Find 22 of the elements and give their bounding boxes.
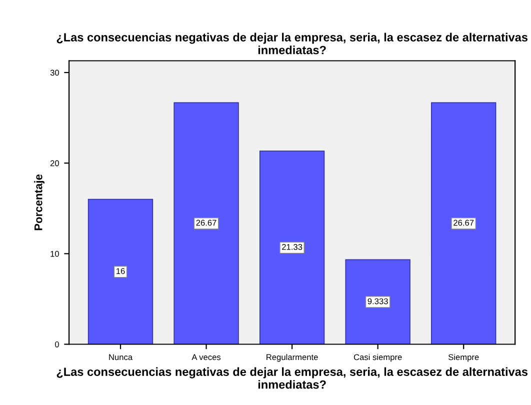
chart-title: ¿Las consecuencias negativas de dejar la empresa, seria, la escasez de alternativas inmediatas? xyxy=(56,32,528,54)
data-label: 9.333 xyxy=(368,298,388,304)
y-tick-label: 30 xyxy=(50,70,59,76)
y-tick-label: 10 xyxy=(50,250,59,257)
y-axis-title: Porcentaje xyxy=(34,174,44,230)
data-label: 26.67 xyxy=(196,220,216,226)
x-tick-label: Casi siempre xyxy=(354,354,402,362)
x-tick-label: Regularmente xyxy=(266,354,318,362)
y-tick-label: 20 xyxy=(50,160,59,166)
x-tick-label: Siempre xyxy=(448,354,479,362)
y-tick-label: 0 xyxy=(55,341,59,348)
x-tick-label: A veces xyxy=(192,354,221,360)
bar xyxy=(259,150,325,344)
data-label: 21.33 xyxy=(282,244,302,250)
x-tick-label: Nunca xyxy=(109,354,133,360)
bar xyxy=(431,102,496,344)
bar xyxy=(345,259,410,344)
bar xyxy=(88,198,154,344)
bar xyxy=(174,102,239,344)
data-label: 26.67 xyxy=(454,220,474,226)
x-axis-title: ¿Las consecuencias negativas de dejar la empresa, seria, la escasez de alternativas inmediatas? xyxy=(56,367,528,389)
data-label: 16 xyxy=(116,268,125,274)
